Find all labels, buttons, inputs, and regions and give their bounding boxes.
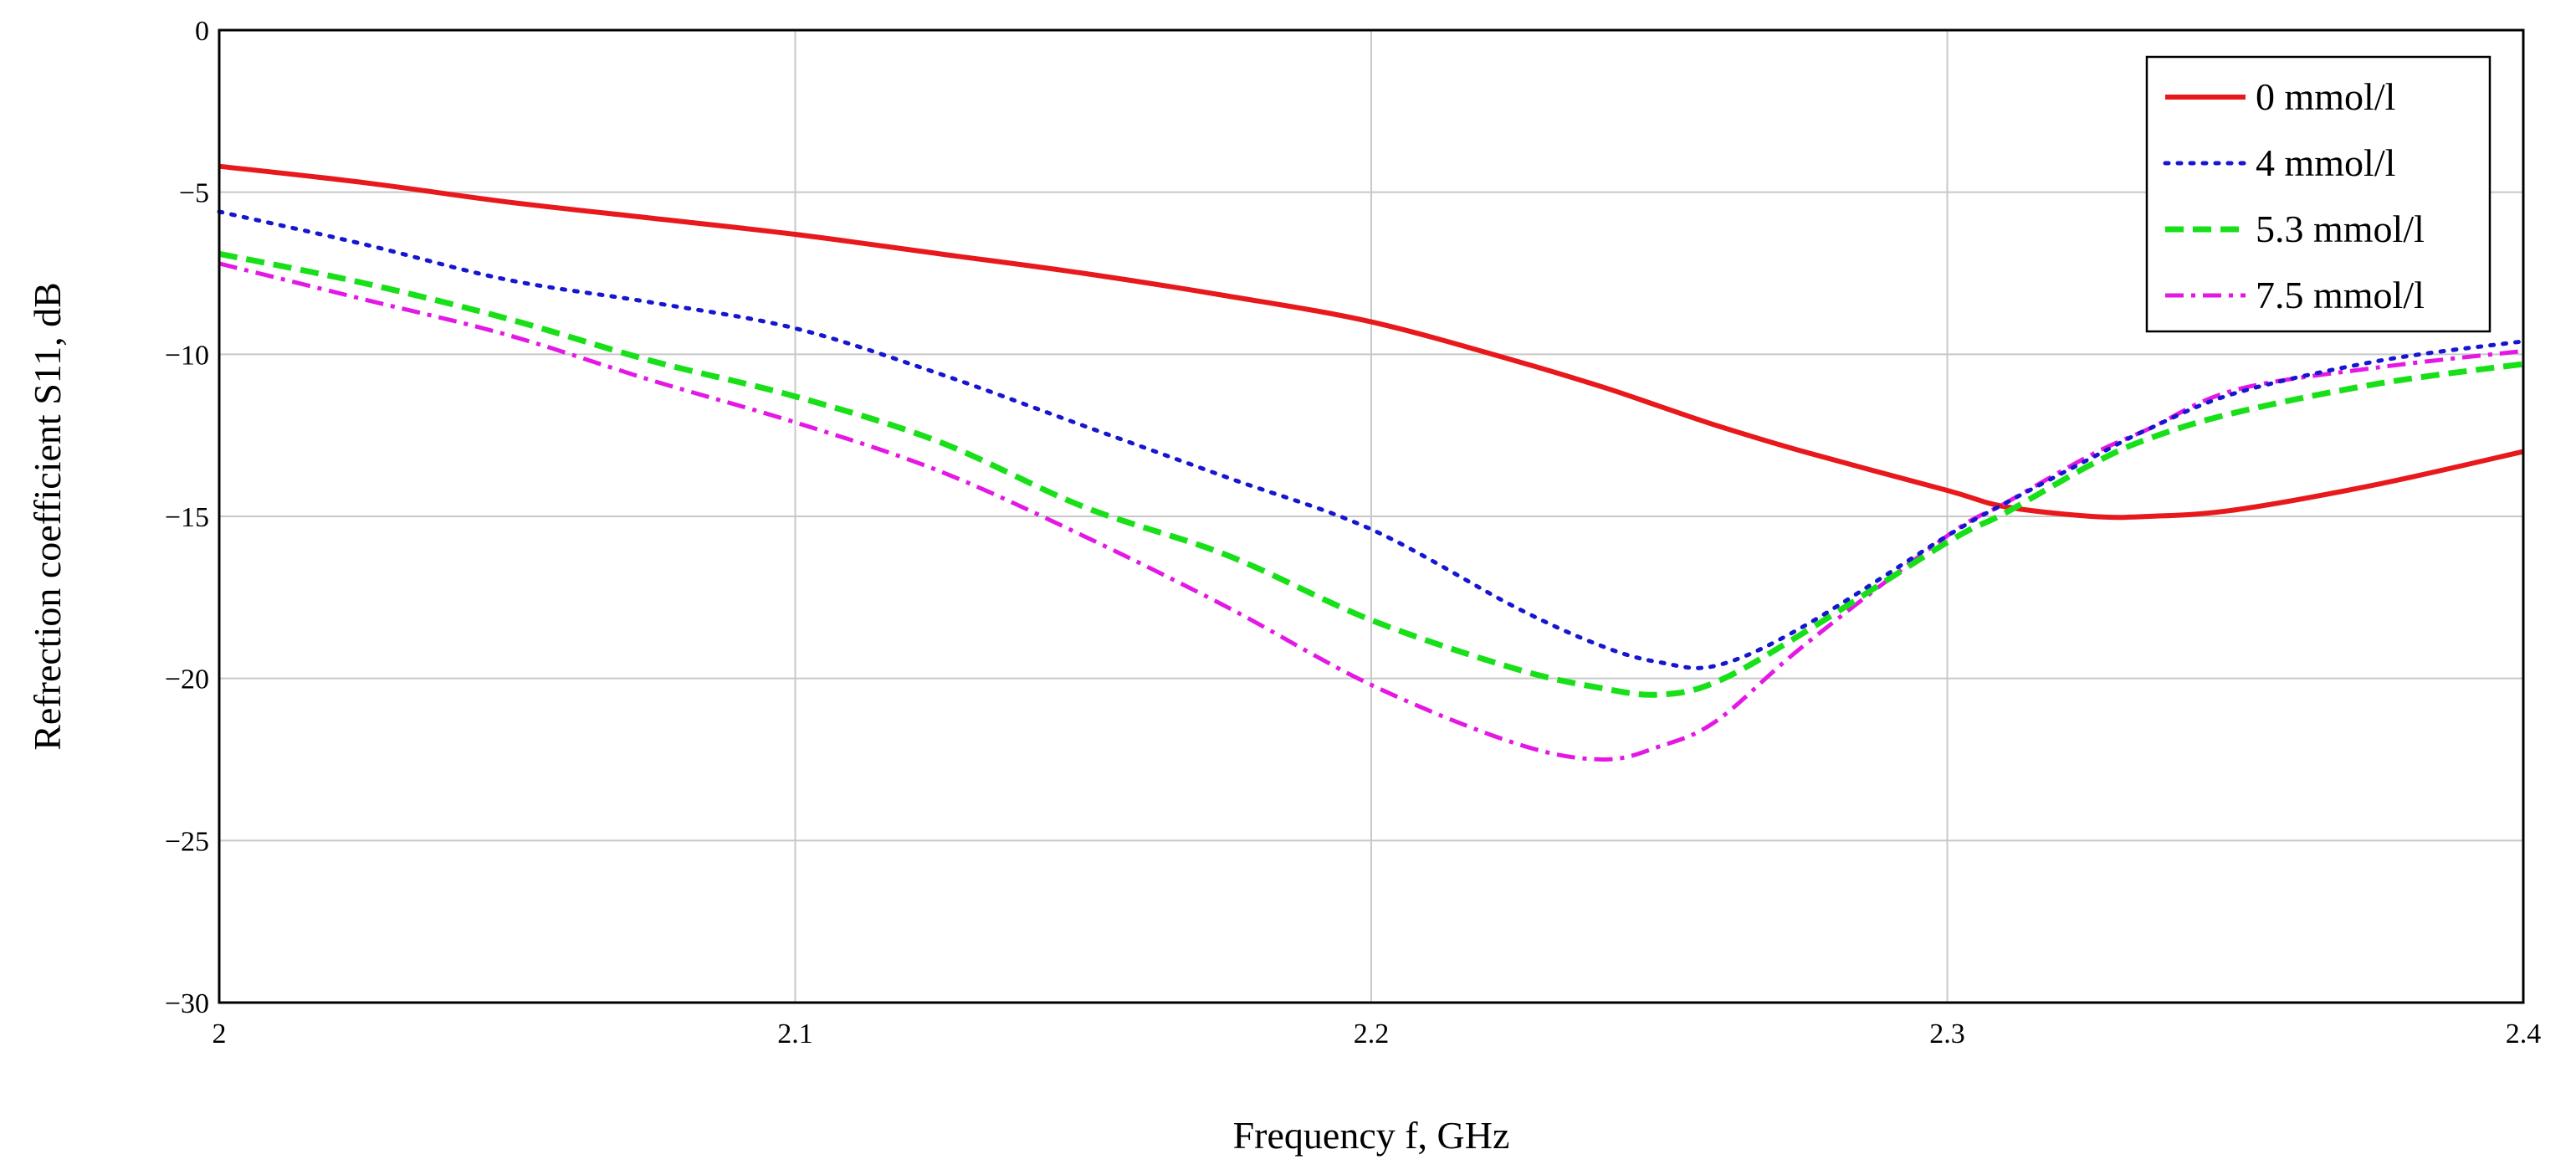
y-tick-label: −30 (165, 988, 209, 1019)
plot-frame (218, 28, 2525, 1004)
series-line-4-mmol-l (217, 209, 2526, 670)
legend-label: 0 mmol/l (2256, 75, 2395, 118)
y-tick-label: −5 (179, 178, 209, 209)
legend-label: 7.5 mmol/l (2256, 274, 2425, 316)
series-line-5-3-mmol-l (218, 250, 2524, 698)
y-axis-title: Refrection coefficient S11, dB (26, 282, 69, 751)
x-tick-label: 2.2 (1354, 1019, 1390, 1049)
legend: 0 mmol/l 4 mmol/l 5.3 mmol/l 7.5 mmol/l (2145, 55, 2491, 333)
legend-box (2145, 55, 2491, 333)
x-tick-label: 2.1 (777, 1019, 813, 1049)
y-tick-label: 0 (195, 16, 209, 47)
tick-labels: 2 2.1 2.2 2.3 2.4 0 −5 −10 −15 −20 −25 −30 (165, 16, 2541, 1049)
series-line-0-mmol-l (218, 163, 2524, 521)
legend-label: 5.3 mmol/l (2256, 208, 2425, 250)
series-lines (217, 163, 2526, 762)
x-tick-label: 2 (213, 1019, 227, 1049)
x-tick-label: 2.4 (2506, 1019, 2542, 1049)
y-tick-label: −10 (165, 340, 209, 371)
y-tick-label: −15 (165, 502, 209, 533)
x-tick-label: 2.3 (1929, 1019, 1965, 1049)
legend-label: 4 mmol/l (2256, 141, 2395, 184)
y-tick-label: −25 (165, 826, 209, 857)
x-axis-title: Frequency f, GHz (1233, 1114, 1510, 1157)
y-tick-label: −20 (165, 664, 209, 695)
